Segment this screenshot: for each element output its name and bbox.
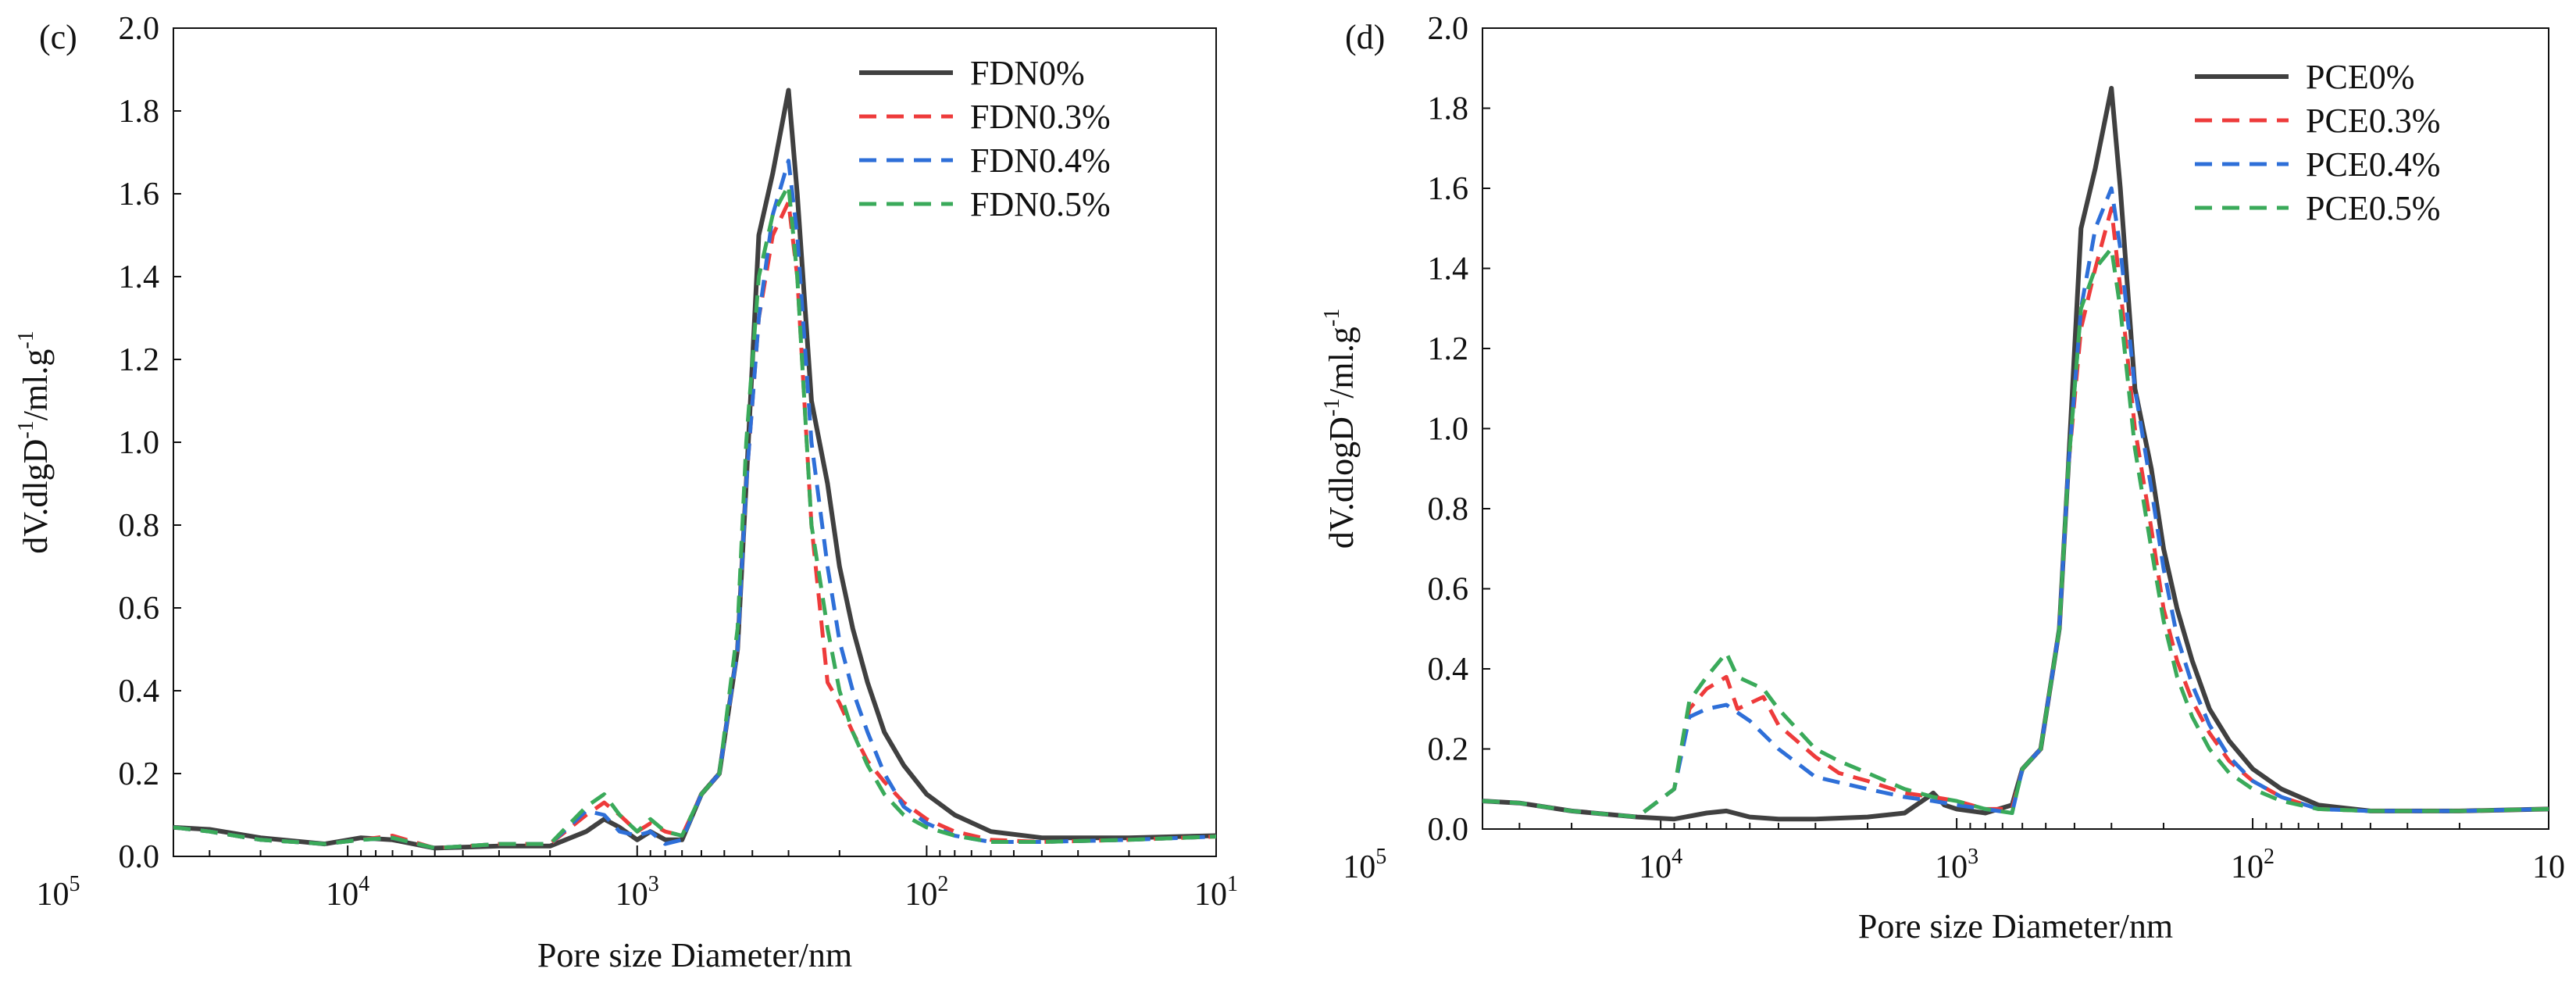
y-tick-label: 1.0 xyxy=(1428,412,1469,448)
x-tick-label: 103 xyxy=(615,872,659,913)
series-line-FDN0.5% xyxy=(173,183,1216,850)
y-tick-label: 1.4 xyxy=(119,259,160,295)
legend: FDN0% FDN0.3% FDN0.4% FDN0.5% xyxy=(859,54,1111,223)
y-tick-label: 0.4 xyxy=(1428,652,1469,688)
y-tick-label: 0.0 xyxy=(1428,812,1469,848)
chart-panel-d: 0.0 0.2 0.4 0.6 0.8 1.0 1.2 1.4 1.6 1.8 2.0 105 104 1… xyxy=(1320,11,2565,945)
x-tick-label: 104 xyxy=(1639,845,1682,885)
series-group xyxy=(1482,85,2549,822)
y-tick-label: 0.6 xyxy=(1428,572,1469,608)
legend-label: PCE0% xyxy=(2306,58,2414,96)
y-tick-label: 1.2 xyxy=(1428,331,1469,367)
y-tick-label: 1.2 xyxy=(119,342,160,378)
y-tick-label: 0.8 xyxy=(119,508,160,544)
legend-label: PCE0.4% xyxy=(2306,145,2440,184)
x-tick-label: 102 xyxy=(2231,845,2275,885)
y-tick-label: 1.6 xyxy=(1428,171,1469,207)
x-tick-label: 105 xyxy=(37,872,80,913)
y-tick-label: 1.4 xyxy=(1428,252,1469,288)
chart-panel-c: 0.0 0.2 0.4 0.6 0.8 1.0 1.2 1.4 1.6 1.8 2.0 105 104 1… xyxy=(14,11,1238,974)
x-tick-label: 102 xyxy=(904,872,948,913)
y-tick-label: 0.2 xyxy=(1428,732,1469,768)
x-axis-title: Pore size Diameter/nm xyxy=(1858,907,2173,945)
y-tick-label: 1.6 xyxy=(119,177,160,213)
y-tick-label: 0.2 xyxy=(119,756,160,792)
y-tick-label: 0.4 xyxy=(119,674,160,709)
panel-label: (c) xyxy=(39,18,77,56)
x-tick-label: 105 xyxy=(1343,845,1386,885)
y-tick-label: 0.6 xyxy=(119,591,160,627)
y-tick-label: 0.8 xyxy=(1428,491,1469,527)
series-line-PCE0.5% xyxy=(1482,246,2549,820)
x-axis-title: Pore size Diameter/nm xyxy=(537,936,852,974)
y-tick-label: 0.0 xyxy=(119,839,160,875)
legend-label: PCE0.3% xyxy=(2306,102,2440,140)
legend-label: PCE0.5% xyxy=(2306,189,2440,227)
y-tick-label: 1.0 xyxy=(119,425,160,461)
y-tick-label: 2.0 xyxy=(1428,11,1469,47)
series-group xyxy=(173,88,1216,851)
panel-label: (d) xyxy=(1345,18,1385,56)
legend-label: FDN0.5% xyxy=(970,185,1111,223)
legend-label: FDN0.4% xyxy=(970,141,1111,180)
y-tick-label: 1.8 xyxy=(119,94,160,130)
legend-label: FDN0.3% xyxy=(970,98,1111,136)
y-axis-title: dV.dlgD-1/ml.g-1 xyxy=(14,331,55,553)
legend-label: FDN0% xyxy=(970,54,1085,92)
y-tick-label: 1.8 xyxy=(1428,91,1469,127)
x-tick-label: 104 xyxy=(326,872,369,913)
legend: PCE0% PCE0.3% PCE0.4% PCE0.5% xyxy=(2195,58,2440,227)
x-tick-label: 103 xyxy=(1935,845,1978,885)
y-tick-label: 2.0 xyxy=(119,11,160,47)
x-tick-label: 10 xyxy=(2532,849,2565,885)
x-tick-label: 101 xyxy=(1194,872,1238,913)
y-axis-title: dV.dlogD-1/ml.g-1 xyxy=(1320,309,1361,549)
